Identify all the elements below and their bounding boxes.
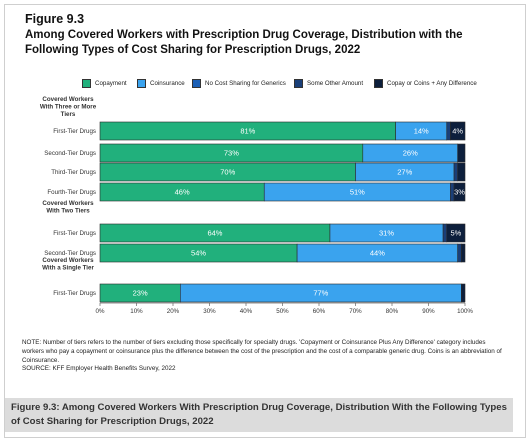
legend-item-copayment: Copayment <box>82 78 127 88</box>
group-header-line: Covered Workers <box>42 200 94 207</box>
data-label: 46% <box>175 188 190 197</box>
group-header-line: With Two Tiers <box>46 208 90 215</box>
data-label: 44% <box>370 249 385 258</box>
data-label: 26% <box>403 149 418 158</box>
bar-segment <box>457 143 466 163</box>
x-tick-label: 40% <box>240 308 253 315</box>
legend-swatch <box>82 78 91 88</box>
legend-item-copay-coins-difference: Copay or Coins + Any Difference <box>374 78 477 88</box>
legend-swatch <box>294 78 303 88</box>
x-tick-label: 0% <box>96 308 105 315</box>
row-label: First-Tier Drugs <box>53 290 96 297</box>
bar-segment <box>453 162 458 182</box>
bar-segment <box>446 223 466 243</box>
chart-title: Among Covered Workers with Prescription … <box>25 29 463 56</box>
data-label: 5% <box>450 229 461 238</box>
note-text: NOTE: Number of tiers refers to the numb… <box>22 339 502 364</box>
legend-item-no-cost-sharing: No Cost Sharing for Generics <box>192 78 286 88</box>
row-label: Second-Tier Drugs <box>44 150 96 157</box>
figure-frame <box>4 4 526 438</box>
data-label: 14% <box>414 127 429 136</box>
legend-swatch <box>137 78 146 88</box>
legend-item-coinsurance: Coinsurance <box>137 78 185 88</box>
group-header-line: With a Single Tier <box>42 265 94 272</box>
bar-segment <box>450 121 466 141</box>
group-header-line: With Three or More <box>40 104 97 111</box>
data-label: 4% <box>452 127 463 136</box>
stacked-bar-chart: Covered Workers With Three or More TiersFi… <box>40 96 474 315</box>
figure-caption: Figure 9.3: Among Covered Workers With P… <box>5 398 513 432</box>
x-tick-label: 50% <box>276 308 289 315</box>
x-tick-label: 30% <box>203 308 216 315</box>
data-label: 27% <box>397 168 412 177</box>
legend-label: No Cost Sharing for Generics <box>205 79 286 87</box>
data-label: 64% <box>207 229 222 238</box>
bar-segment <box>453 182 466 202</box>
source-text: SOURCE: KFF Employer Health Benefits Sur… <box>22 365 176 373</box>
data-label: 81% <box>240 127 255 136</box>
bar-segment <box>457 162 466 182</box>
x-tick-label: 70% <box>349 308 362 315</box>
bar-segment <box>446 121 451 141</box>
group-header-line: Tiers <box>61 111 76 118</box>
legend-label: Copayment <box>95 79 127 87</box>
group-header-line: Covered Workers <box>42 96 94 103</box>
x-tick-label: 80% <box>386 308 399 315</box>
x-tick-label: 60% <box>313 308 326 315</box>
bar-segment <box>442 223 448 243</box>
row-label: First-Tier Drugs <box>53 128 96 135</box>
x-tick-label: 20% <box>167 308 180 315</box>
row-label: Third-Tier Drugs <box>51 169 96 176</box>
x-tick-label: 10% <box>130 308 143 315</box>
data-label: 54% <box>191 249 206 258</box>
legend-label: Some Other Amount <box>307 79 364 87</box>
legend-swatch <box>192 78 201 88</box>
group-header: Covered Workers With a Single Tier <box>42 257 94 272</box>
legend-item-some-other-amount: Some Other Amount <box>294 78 363 88</box>
bar-segment <box>461 283 466 303</box>
legend-label: Coinsurance <box>150 79 185 87</box>
figure-label: Figure 9.3 <box>25 12 85 26</box>
data-label: 31% <box>379 229 394 238</box>
chart-note: NOTE: Number of tiers refers to the numb… <box>22 339 502 374</box>
group-header: Covered Workers With Two Tiers <box>42 200 94 215</box>
x-tick-label: 100% <box>457 308 473 315</box>
data-label: 70% <box>220 168 235 177</box>
data-label: 3% <box>454 188 465 197</box>
legend-swatch <box>374 78 383 88</box>
data-label: 73% <box>224 149 239 158</box>
group-header-line: Covered Workers <box>42 257 94 264</box>
x-tick-label: 90% <box>422 308 435 315</box>
bar-segment <box>461 243 466 263</box>
bar-segment <box>457 243 462 263</box>
row-label: First-Tier Drugs <box>53 230 96 237</box>
row-label: Second-Tier Drugs <box>44 250 96 257</box>
row-label: Fourth-Tier Drugs <box>47 189 96 196</box>
group-header: Covered Workers With Three or More Tiers <box>40 96 97 118</box>
data-label: 23% <box>133 289 148 298</box>
data-label: 77% <box>313 289 328 298</box>
legend-label: Copay or Coins + Any Difference <box>387 79 477 87</box>
data-label: 51% <box>350 188 365 197</box>
